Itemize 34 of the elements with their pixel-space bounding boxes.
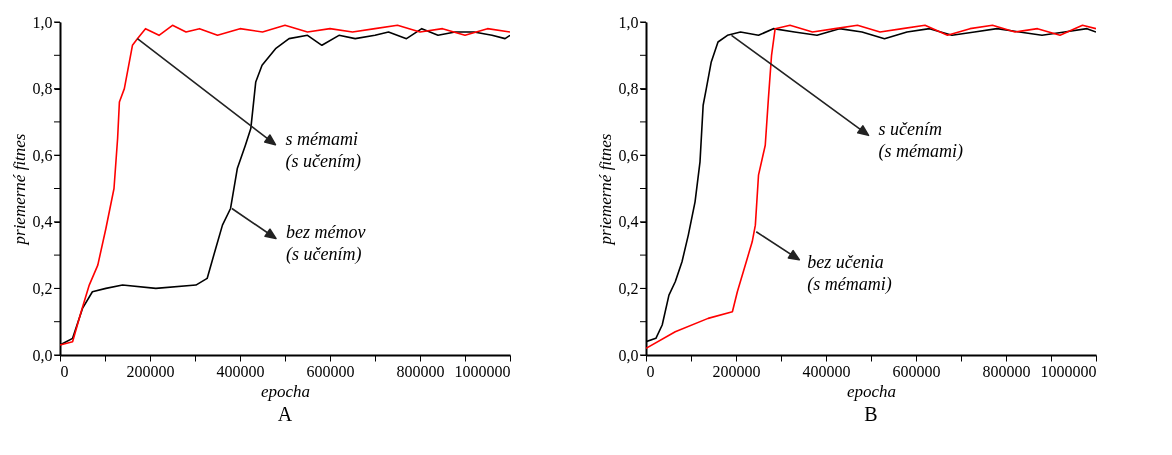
x-tick-label: 400000	[802, 362, 851, 380]
y-tick-label: 0,2	[618, 279, 639, 297]
y-tick-label: 0,4	[618, 213, 639, 231]
annotation: s učením (s mémami)	[878, 119, 963, 163]
x-tick-label: 400000	[216, 362, 265, 380]
y-tick-label: 0,8	[618, 80, 639, 98]
annotation: bez mémov (s učením)	[285, 222, 366, 266]
x-tick-label: 800000	[982, 362, 1031, 380]
y-tick-label: 0,2	[32, 279, 53, 297]
annotation: bez učenia (s mémami)	[807, 251, 892, 295]
x-tick-label: 1000000	[454, 362, 511, 380]
text: B	[864, 403, 878, 425]
x-axis-title: epocha	[260, 381, 311, 401]
x-tick-label: 200000	[712, 362, 761, 380]
x-tick-label: 600000	[306, 362, 355, 380]
x-tick-label: 0	[60, 362, 69, 380]
x-tick-label: 800000	[396, 362, 445, 380]
x-tick-label: 1000000	[1040, 362, 1097, 380]
y-tick-label: 0,6	[32, 146, 53, 164]
y-tick-label: 1,0	[32, 13, 53, 31]
x-tick-label: 600000	[892, 362, 941, 380]
y-tick-label: 0,6	[618, 146, 639, 164]
x-tick-label: 0	[646, 362, 655, 380]
y-axis-title: priemerné fitnes	[9, 133, 29, 246]
y-axis-title: priemerné fitnes	[595, 133, 615, 246]
x-axis-title: epocha	[846, 381, 897, 401]
y-tick-label: 1,0	[618, 13, 639, 31]
y-tick-label: 0,8	[32, 80, 53, 98]
x-tick-label: 200000	[126, 362, 175, 380]
y-tick-label: 0,4	[32, 213, 53, 231]
y-tick-label: 0,0	[618, 346, 639, 364]
y-tick-label: 0,0	[32, 346, 53, 364]
text: A	[277, 403, 293, 425]
annotation: s mémami (s učením)	[285, 128, 361, 172]
